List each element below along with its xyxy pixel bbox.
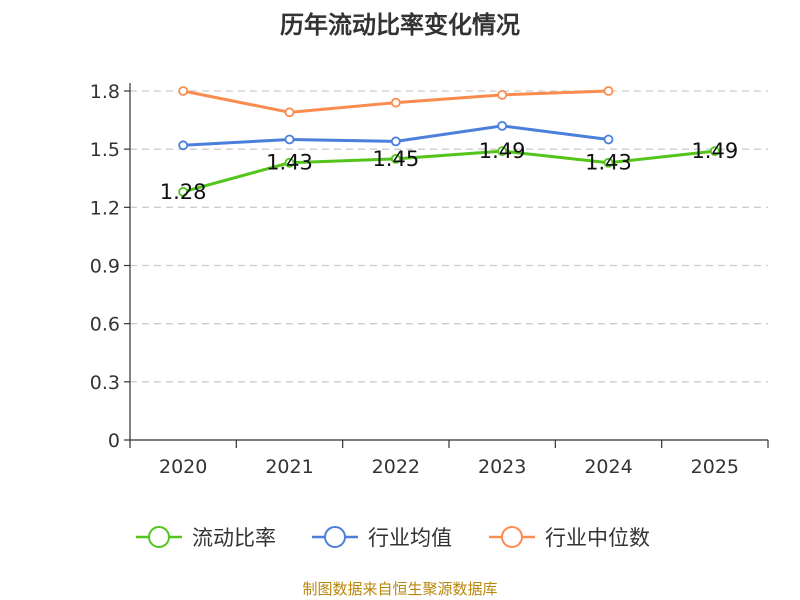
x-tick-label: 2022 bbox=[372, 456, 420, 478]
series-line bbox=[181, 149, 717, 194]
data-point bbox=[284, 134, 295, 145]
legend-label: 流动比率 bbox=[192, 526, 276, 550]
x-tick-label: 2021 bbox=[265, 456, 313, 478]
x-tick-label: 2020 bbox=[159, 456, 207, 478]
data-point bbox=[284, 107, 295, 118]
series-layer bbox=[178, 86, 720, 197]
x-tick-label: 2024 bbox=[584, 456, 632, 478]
data-label: 1.49 bbox=[691, 139, 738, 163]
data-labels: 1.28 1.43 1.45 1.49 1.43 1.49 bbox=[160, 139, 738, 204]
y-tick-label: 0 bbox=[108, 430, 120, 452]
data-point bbox=[709, 146, 720, 157]
data-point bbox=[497, 146, 508, 157]
y-tick-label: 0.3 bbox=[90, 372, 120, 394]
data-point bbox=[497, 89, 508, 100]
legend-marker bbox=[148, 526, 170, 548]
data-point bbox=[178, 186, 189, 197]
data-label: 1.28 bbox=[160, 180, 207, 204]
data-point bbox=[178, 86, 189, 96]
data-label: 1.43 bbox=[585, 151, 632, 175]
y-tick-label: 1.8 bbox=[90, 81, 120, 103]
data-label: 1.49 bbox=[479, 139, 526, 163]
legend: 流动比率 行业均值 行业中位数 bbox=[136, 526, 650, 550]
chart-title: 历年流动比率变化情况 bbox=[280, 11, 520, 39]
data-point bbox=[390, 97, 401, 108]
data-point bbox=[284, 157, 295, 168]
source-note: 制图数据来自恒生聚源数据库 bbox=[302, 580, 497, 598]
y-tick-label: 1.5 bbox=[90, 139, 120, 161]
data-point bbox=[603, 157, 614, 168]
axes: 0 0.3 0.6 0.9 1.2 1.5 1.8 2020 2021 2022 2023 2024 2… bbox=[90, 81, 769, 478]
data-point bbox=[390, 153, 401, 164]
y-tick-label: 1.2 bbox=[90, 197, 120, 219]
legend-marker bbox=[324, 526, 346, 548]
data-label: 1.43 bbox=[266, 151, 313, 175]
data-point bbox=[603, 134, 614, 145]
data-point bbox=[603, 86, 614, 96]
data-point bbox=[497, 121, 508, 131]
data-point bbox=[390, 136, 401, 147]
x-tick-label: 2023 bbox=[478, 456, 526, 478]
legend-marker bbox=[501, 526, 523, 548]
legend-label: 行业均值 bbox=[368, 526, 452, 550]
grid-lines bbox=[130, 90, 768, 383]
legend-label: 行业中位数 bbox=[545, 526, 650, 550]
y-tick-label: 0.6 bbox=[90, 314, 120, 336]
x-tick-label: 2025 bbox=[691, 456, 739, 478]
data-point bbox=[178, 140, 189, 151]
y-tick-label: 0.9 bbox=[90, 256, 120, 278]
data-label: 1.45 bbox=[372, 147, 419, 171]
